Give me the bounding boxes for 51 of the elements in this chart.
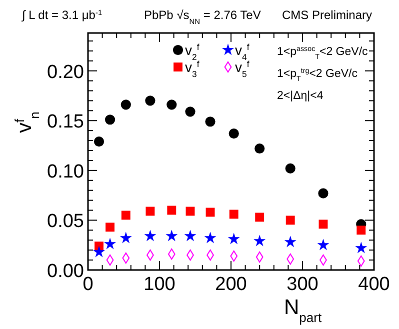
point [356,226,366,235]
point [144,230,156,242]
point [185,106,196,117]
point [285,163,296,174]
point [120,100,131,110]
x-tick-label: 100 [144,274,176,295]
y-tick-label: 0.10 [47,161,84,182]
y-tick-label: 0.05 [47,211,84,232]
point [228,232,240,244]
x-tick-label: 0 [82,274,94,295]
point [204,232,216,244]
point [184,230,196,242]
annotation: 2<|Δη|<4 [277,90,324,102]
point [317,238,330,250]
point [146,206,155,216]
point [206,208,215,217]
point [167,206,176,215]
point [205,116,216,127]
point [228,128,239,139]
point [255,212,264,222]
point [92,246,106,258]
point [104,238,116,250]
x-tick-label: 200 [215,274,247,295]
point [229,210,238,219]
point [284,236,296,248]
point [94,136,104,147]
point [318,188,328,198]
text: PbPb √s$_{NN}$ = 2.76 TeV [144,8,261,26]
x-tick-label: 400 [358,274,390,295]
point [254,143,265,154]
text: CMS Preliminary [282,8,372,22]
point [104,114,116,125]
point [254,234,266,246]
y-tick-label: 0.00 [47,261,84,282]
point [318,220,328,229]
point [121,210,130,220]
annotation: 1<p$_{T}$$^{trg}$<2 GeV/c [277,67,358,83]
point [166,230,178,242]
text: ∫ L dt = 3.1 μb$^{-1}$ [21,8,102,22]
point [166,100,177,110]
point [145,96,156,106]
point [286,216,295,225]
point [120,232,132,244]
point [355,242,368,254]
annotation: 1<p$^{assoc}$$_{T}$<2 GeV/c [277,45,368,61]
y-tick-label: 0.15 [47,112,84,133]
y-tick-label: 0.20 [47,62,84,83]
x-tick-label: 300 [286,274,318,295]
point [106,222,114,232]
x-axis-title: N$_{part}$ [284,296,322,324]
point [186,206,195,216]
